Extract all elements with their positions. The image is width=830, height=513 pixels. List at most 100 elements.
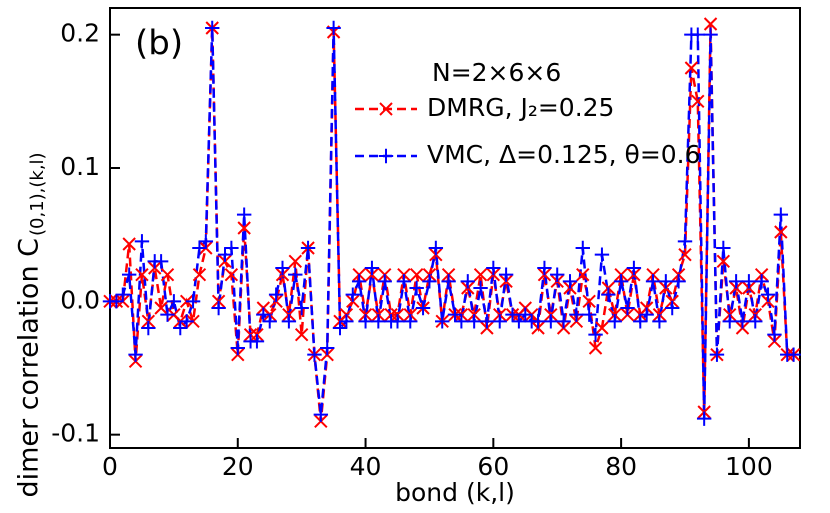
marker <box>122 237 136 251</box>
marker <box>409 267 424 282</box>
marker <box>377 274 392 289</box>
marker <box>224 240 239 256</box>
marker <box>562 274 578 289</box>
marker <box>160 267 175 282</box>
marker <box>154 301 168 315</box>
marker <box>192 240 207 256</box>
marker <box>486 260 501 276</box>
marker <box>576 267 590 282</box>
marker <box>351 274 367 289</box>
y-axis-label: dimer correlation C <box>14 238 45 498</box>
marker <box>396 274 412 289</box>
marker <box>428 240 444 256</box>
marker <box>498 267 514 282</box>
y-axis-label-group: dimer correlation C (0,1),(k,l) <box>14 152 49 497</box>
marker <box>754 274 769 289</box>
marker <box>378 148 394 164</box>
marker <box>767 327 782 342</box>
marker <box>460 274 475 289</box>
marker <box>364 260 380 276</box>
marker <box>690 27 705 42</box>
marker <box>473 267 488 282</box>
x-tick-label: 40 <box>350 452 382 481</box>
y-tick-label: 0.2 <box>60 19 100 48</box>
legend-title: N=2×6×6 <box>432 58 561 87</box>
marker <box>741 274 757 289</box>
marker <box>671 274 686 289</box>
marker <box>236 207 252 222</box>
marker <box>288 267 303 282</box>
marker <box>665 300 680 316</box>
marker <box>211 300 226 316</box>
marker <box>569 307 584 322</box>
marker <box>409 280 424 296</box>
marker <box>134 234 150 249</box>
x-tick-label: 100 <box>725 452 773 481</box>
marker <box>537 260 552 276</box>
marker <box>256 307 271 322</box>
marker <box>454 314 469 329</box>
marker <box>141 320 156 336</box>
marker <box>677 234 693 249</box>
legend-label: VMC, Δ=0.125, θ=0.6 <box>427 140 701 169</box>
marker <box>166 294 182 309</box>
marker <box>268 287 284 302</box>
marker <box>237 221 251 235</box>
marker <box>716 240 731 256</box>
marker <box>703 27 718 42</box>
marker <box>288 254 302 269</box>
marker <box>422 274 437 289</box>
marker <box>447 307 463 322</box>
x-axis-label: bond (k,l) <box>395 478 515 507</box>
marker <box>601 287 616 302</box>
marker <box>530 314 546 329</box>
marker <box>511 314 527 329</box>
marker <box>691 94 705 109</box>
marker <box>492 314 507 329</box>
y-tick-label: -0.1 <box>51 419 100 448</box>
marker <box>550 267 565 282</box>
marker <box>581 307 597 322</box>
y-axis-label-subscript: (0,1),(k,l) <box>27 152 48 236</box>
marker <box>595 321 609 335</box>
marker <box>473 280 488 296</box>
marker <box>735 314 750 329</box>
marker <box>613 274 629 289</box>
marker <box>121 267 137 282</box>
marker <box>466 314 482 329</box>
marker <box>205 20 220 36</box>
marker <box>543 314 559 329</box>
marker <box>135 267 149 282</box>
marker <box>435 314 450 329</box>
marker <box>281 314 297 329</box>
marker <box>441 274 456 289</box>
marker <box>185 294 201 309</box>
marker <box>518 307 533 322</box>
marker <box>403 314 418 329</box>
marker <box>652 314 667 329</box>
marker <box>192 267 207 282</box>
marker <box>275 260 290 276</box>
marker <box>594 247 610 262</box>
marker <box>415 300 431 316</box>
marker <box>109 294 124 309</box>
marker <box>320 340 335 356</box>
marker <box>620 300 635 316</box>
x-tick-label: 0 <box>102 452 118 481</box>
marker <box>696 411 712 426</box>
marker <box>313 407 329 422</box>
marker <box>588 327 603 342</box>
marker <box>505 307 520 322</box>
marker <box>379 102 393 116</box>
marker <box>626 260 642 276</box>
marker <box>153 254 169 269</box>
marker <box>339 314 354 329</box>
marker <box>684 61 699 75</box>
marker <box>173 320 188 336</box>
marker <box>728 274 744 289</box>
plot-frame <box>109 7 801 449</box>
marker <box>294 300 309 316</box>
marker <box>371 314 386 329</box>
marker <box>582 294 596 309</box>
